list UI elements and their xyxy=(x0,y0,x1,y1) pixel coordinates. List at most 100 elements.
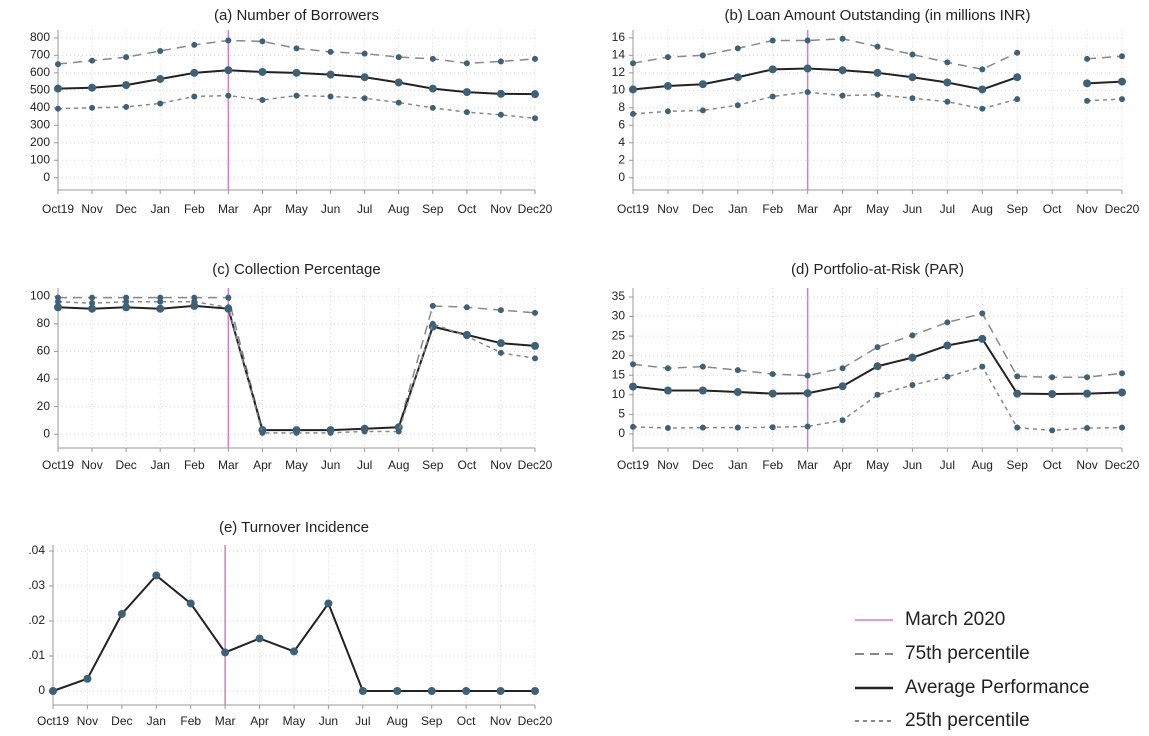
x-tick-label: Dec xyxy=(692,458,713,472)
y-tick-label: 6 xyxy=(618,117,625,131)
point xyxy=(630,423,636,430)
point xyxy=(463,333,470,340)
point xyxy=(1084,374,1091,381)
x-tick-label: Apr xyxy=(833,458,852,472)
point xyxy=(839,92,846,99)
y-tick-label: .04 xyxy=(28,543,45,557)
x-tick-label: Dec xyxy=(115,202,136,216)
point xyxy=(698,80,707,89)
point xyxy=(909,95,916,102)
x-tick-label: Jul xyxy=(940,202,955,216)
point xyxy=(1014,96,1021,103)
point xyxy=(395,99,402,106)
point xyxy=(324,599,333,608)
point xyxy=(979,363,986,370)
series-line xyxy=(57,301,536,434)
point xyxy=(532,115,538,122)
point xyxy=(699,52,706,59)
point xyxy=(978,85,987,94)
point xyxy=(873,362,882,371)
point xyxy=(769,37,776,44)
x-tick-label: Apr xyxy=(833,202,852,216)
point xyxy=(225,294,232,301)
point xyxy=(255,634,264,643)
x-tick-label: May xyxy=(866,202,889,216)
point xyxy=(89,57,96,64)
point xyxy=(1084,97,1091,104)
x-tick-label: Jun xyxy=(319,714,338,728)
x-tick-label: Feb xyxy=(762,202,783,216)
x-tick-label: Jan xyxy=(728,202,747,216)
x-tick-label: Nov xyxy=(77,714,98,728)
x-tick-label: Oct19 xyxy=(617,202,649,216)
point xyxy=(225,37,232,44)
x-tick-label: Aug xyxy=(387,714,408,728)
point xyxy=(428,84,437,93)
y-tick-label: 10 xyxy=(612,387,626,401)
point xyxy=(463,109,470,116)
chart-title: (d) Portfolio-at-Risk (PAR) xyxy=(791,261,964,278)
point xyxy=(259,96,266,103)
point xyxy=(1119,370,1125,377)
point xyxy=(1014,49,1021,56)
point xyxy=(663,386,672,395)
y-tick-label: 800 xyxy=(30,30,50,44)
point xyxy=(769,371,776,378)
x-tick-label: Mar xyxy=(218,458,239,472)
point xyxy=(908,73,917,82)
point xyxy=(1014,424,1021,431)
y-tick-label: 12 xyxy=(612,65,626,79)
x-tick-label: Apr xyxy=(253,202,272,216)
point xyxy=(838,66,847,75)
point xyxy=(1049,427,1056,434)
y-tick-label: 300 xyxy=(30,117,50,131)
x-tick-label: Sep xyxy=(422,458,444,472)
y-tick-label: 5 xyxy=(618,407,625,421)
point xyxy=(224,66,233,75)
x-tick-label: Feb xyxy=(184,202,205,216)
point xyxy=(463,304,470,311)
y-tick-label: 20 xyxy=(37,399,51,413)
point xyxy=(361,95,368,102)
x-tick-label: Jul xyxy=(357,458,372,472)
y-tick-label: 14 xyxy=(612,48,626,62)
x-tick-label: Dec20 xyxy=(518,714,553,728)
point xyxy=(123,294,130,301)
point xyxy=(462,686,471,695)
x-tick-label: Nov xyxy=(657,202,678,216)
point xyxy=(734,45,741,52)
point xyxy=(768,389,777,398)
point xyxy=(979,105,986,112)
point xyxy=(698,386,707,395)
point xyxy=(497,111,504,118)
point xyxy=(221,648,230,657)
y-tick-label: 15 xyxy=(612,367,626,381)
point xyxy=(293,429,300,436)
point xyxy=(874,43,881,50)
x-tick-label: Oct xyxy=(458,458,477,472)
legend-label: 75th percentile xyxy=(905,643,1030,664)
y-tick-label: 20 xyxy=(612,348,626,362)
point xyxy=(734,102,741,109)
series-line xyxy=(632,91,1018,115)
point xyxy=(1048,390,1057,399)
point xyxy=(1119,53,1125,60)
x-tick-label: May xyxy=(866,458,889,472)
y-tick-label: 0 xyxy=(618,170,625,184)
x-tick-label: Jul xyxy=(357,202,372,216)
y-tick-label: 8 xyxy=(618,100,625,114)
point xyxy=(327,93,334,100)
y-tick-label: .02 xyxy=(28,613,45,627)
point xyxy=(327,429,334,436)
point xyxy=(908,353,917,362)
x-tick-label: May xyxy=(285,458,308,472)
point xyxy=(186,599,195,608)
point xyxy=(191,294,198,301)
point xyxy=(88,304,97,313)
point xyxy=(123,54,130,61)
point xyxy=(909,382,916,389)
x-tick-label: Dec20 xyxy=(1105,458,1140,472)
point xyxy=(979,66,986,73)
chart-title: (e) Turnover Incidence xyxy=(219,519,369,536)
x-tick-label: Nov xyxy=(657,458,678,472)
